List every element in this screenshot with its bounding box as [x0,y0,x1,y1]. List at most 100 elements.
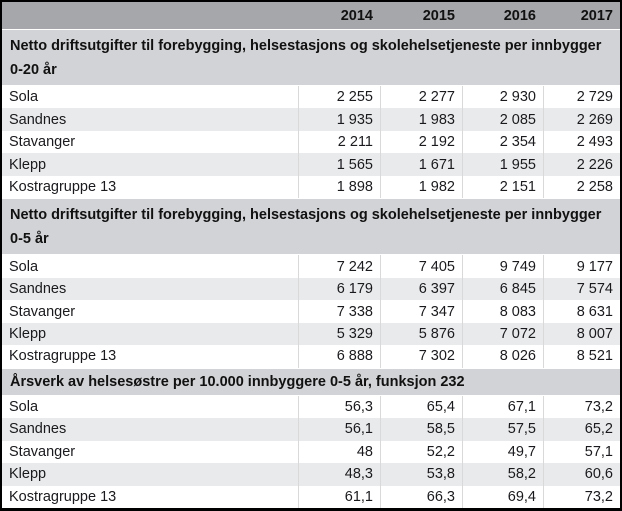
value-cell: 2 258 [543,175,620,199]
year-header-2015: 2015 [422,7,455,24]
row-label: Stavanger [9,443,76,460]
table-row-sola: Sola 2 255 2 277 2 930 2 729 [2,86,620,109]
table-row-klepp: Klepp 1 565 1 671 1 955 2 226 [2,153,620,176]
value-cell: 6 397 [380,277,462,301]
value-cell: 65,4 [380,395,462,419]
table-row-kostragruppe-13: Kostragruppe 13 61,1 66,3 69,4 73,2 [2,485,620,508]
value-cell: 2 354 [462,130,543,154]
value-cell: 9 749 [462,255,543,278]
value-cell: 7 242 [298,255,380,278]
value-cell: 56,3 [298,395,380,419]
table-row-kostragruppe-13: Kostragruppe 13 6 888 7 302 8 026 8 521 [2,345,620,368]
section-title-aarsverk-helsesostre: Årsverk av helsesøstre per 10.000 innbyg… [2,367,620,396]
year-header-row: 2014 2015 2016 2017 [2,2,620,29]
table-row-sandnes: Sandnes 56,1 58,5 57,5 65,2 [2,418,620,441]
value-cell: 7 574 [543,277,620,301]
row-label: Sandnes [9,421,67,438]
row-label: Sola [9,258,39,275]
value-cell: 2 277 [380,86,462,109]
row-label: Sandnes [9,281,67,298]
row-label: Stavanger [9,134,76,151]
value-cell: 1 898 [298,175,380,199]
value-cell: 8 026 [462,345,543,368]
row-label: Klepp [9,156,47,173]
value-cell: 1 935 [298,108,380,131]
value-cell: 73,2 [543,395,620,419]
row-label: Stavanger [9,303,76,320]
row-label: Klepp [9,466,47,483]
value-cell: 73,2 [543,485,620,508]
value-cell: 49,7 [462,440,543,464]
value-cell: 1 955 [462,153,543,176]
value-cell: 2 151 [462,175,543,199]
value-cell: 5 329 [298,322,380,346]
value-cell: 9 177 [543,255,620,278]
value-cell: 60,6 [543,463,620,486]
value-cell: 8 631 [543,300,620,323]
value-cell: 8 521 [543,345,620,368]
table-row-stavanger: Stavanger 48 52,2 49,7 57,1 [2,440,620,464]
value-cell: 1 983 [380,108,462,131]
value-cell: 66,3 [380,485,462,508]
year-header-2016: 2016 [503,7,536,24]
value-cell: 2 269 [543,108,620,131]
value-cell: 57,1 [543,440,620,464]
row-label: Kostragruppe 13 [9,488,117,505]
value-cell: 53,8 [380,463,462,486]
value-cell: 6 179 [298,277,380,301]
row-label: Sola [9,89,39,106]
value-cell: 2 211 [298,130,380,154]
table-row-stavanger: Stavanger 7 338 7 347 8 083 8 631 [2,300,620,323]
row-label: Sola [9,398,39,415]
table-row-sandnes: Sandnes 1 935 1 983 2 085 2 269 [2,108,620,131]
value-cell: 69,4 [462,485,543,508]
value-cell: 7 072 [462,322,543,346]
value-cell: 2 255 [298,86,380,109]
value-cell: 2 930 [462,86,543,109]
value-cell: 1 565 [298,153,380,176]
value-cell: 6 845 [462,277,543,301]
value-cell: 1 982 [380,175,462,199]
value-cell: 7 302 [380,345,462,368]
value-cell: 57,5 [462,418,543,441]
value-cell: 2 729 [543,86,620,109]
row-label: Klepp [9,325,47,342]
year-header-2014: 2014 [340,7,373,24]
table-row-stavanger: Stavanger 2 211 2 192 2 354 2 493 [2,130,620,154]
value-cell: 2 226 [543,153,620,176]
value-cell: 6 888 [298,345,380,368]
value-cell: 52,2 [380,440,462,464]
value-cell: 48,3 [298,463,380,486]
value-cell: 5 876 [380,322,462,346]
table-row-klepp: Klepp 48,3 53,8 58,2 60,6 [2,463,620,486]
table-row-sandnes: Sandnes 6 179 6 397 6 845 7 574 [2,277,620,301]
value-cell: 58,2 [462,463,543,486]
year-header-spacer [2,2,298,29]
table-row-kostragruppe-13: Kostragruppe 13 1 898 1 982 2 151 2 258 [2,175,620,199]
year-header-2017: 2017 [580,7,613,24]
value-cell: 67,1 [462,395,543,419]
value-cell: 7 405 [380,255,462,278]
section-title-per-innbygger-0-20: Netto driftsutgifter til forebygging, he… [2,29,620,86]
value-cell: 7 338 [298,300,380,323]
value-cell: 48 [298,440,380,464]
value-cell: 65,2 [543,418,620,441]
section-title-per-innbygger-0-5: Netto driftsutgifter til forebygging, he… [2,198,620,256]
table-row-sola: Sola 56,3 65,4 67,1 73,2 [2,395,620,419]
value-cell: 2 085 [462,108,543,131]
row-label: Sandnes [9,111,67,128]
value-cell: 58,5 [380,418,462,441]
table-row-sola: Sola 7 242 7 405 9 749 9 177 [2,255,620,278]
value-cell: 1 671 [380,153,462,176]
value-cell: 2 192 [380,130,462,154]
table-row-klepp: Klepp 5 329 5 876 7 072 8 007 [2,322,620,346]
value-cell: 61,1 [298,485,380,508]
row-label: Kostragruppe 13 [9,179,117,196]
value-cell: 8 083 [462,300,543,323]
value-cell: 2 493 [543,130,620,154]
value-cell: 56,1 [298,418,380,441]
row-label: Kostragruppe 13 [9,348,117,365]
value-cell: 7 347 [380,300,462,323]
value-cell: 8 007 [543,322,620,346]
